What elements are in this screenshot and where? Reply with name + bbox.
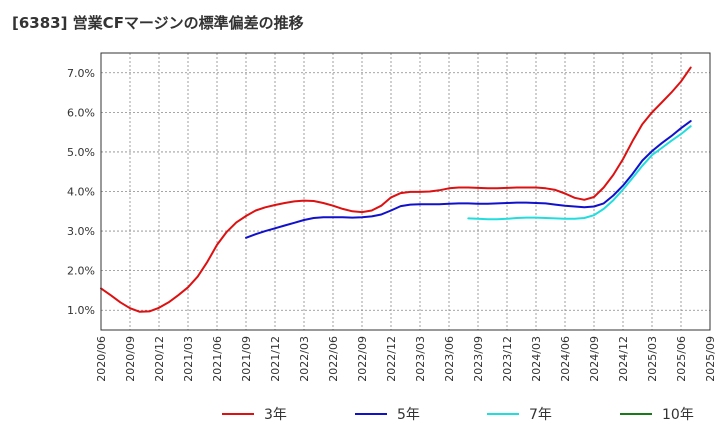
x-tick-label: 2023/06 bbox=[443, 336, 456, 382]
legend-label: 10年 bbox=[662, 407, 694, 423]
legend-item: 3年 bbox=[222, 402, 287, 426]
x-tick-label: 2023/03 bbox=[414, 336, 427, 382]
x-tick-label: 2022/12 bbox=[385, 336, 398, 382]
x-tick-label: 2021/09 bbox=[240, 336, 253, 382]
chart-title: [6383] 営業CFマージンの標準偏差の推移 bbox=[12, 14, 304, 32]
legend-swatch bbox=[222, 413, 254, 415]
x-tick-label: 2022/06 bbox=[327, 336, 340, 382]
x-tick-label: 2025/03 bbox=[646, 336, 659, 382]
x-tick-label: 2021/03 bbox=[182, 336, 195, 382]
legend-swatch bbox=[487, 413, 519, 415]
legend-label: 3年 bbox=[264, 407, 287, 423]
legend-swatch bbox=[620, 413, 652, 415]
y-tick-label: 1.0% bbox=[67, 304, 95, 317]
x-tick-label: 2022/09 bbox=[356, 336, 369, 382]
x-tick-label: 2020/06 bbox=[95, 336, 108, 382]
x-tick-label: 2021/06 bbox=[211, 336, 224, 382]
legend: 3年 5年 7年 10年 bbox=[0, 402, 720, 426]
y-tick-label: 2.0% bbox=[67, 265, 95, 278]
legend-swatch bbox=[355, 413, 387, 415]
x-tick-label: 2021/12 bbox=[269, 336, 282, 382]
series-line-5年 bbox=[245, 120, 692, 239]
y-tick-label: 3.0% bbox=[67, 225, 95, 238]
x-tick-label: 2020/12 bbox=[153, 336, 166, 382]
y-tick-label: 6.0% bbox=[67, 106, 95, 119]
legend-item: 10年 bbox=[620, 402, 694, 426]
x-tick-label: 2025/09 bbox=[704, 336, 717, 382]
series-line-7年 bbox=[467, 125, 692, 221]
plot-border bbox=[100, 52, 711, 331]
x-tick-label: 2023/09 bbox=[472, 336, 485, 382]
series-line-3年 bbox=[100, 66, 692, 313]
legend-label: 5年 bbox=[397, 407, 420, 423]
x-tick-label: 2024/09 bbox=[588, 336, 601, 382]
axis-layer: 2020/06 2020/09 2020/12 2021/03 2021/06 2021/… bbox=[67, 52, 717, 382]
x-tick-label: 2020/09 bbox=[124, 336, 137, 382]
legend-item: 7年 bbox=[487, 402, 552, 426]
x-tick-label: 2024/06 bbox=[559, 336, 572, 382]
y-tick-label: 5.0% bbox=[67, 146, 95, 159]
x-tick-label: 2024/12 bbox=[617, 336, 630, 382]
legend-label: 7年 bbox=[529, 407, 552, 423]
x-tick-label: 2022/03 bbox=[298, 336, 311, 382]
series-layer bbox=[100, 66, 692, 313]
x-tick-label: 2025/06 bbox=[675, 336, 688, 382]
y-tick-label: 4.0% bbox=[67, 186, 95, 199]
y-tick-label: 7.0% bbox=[67, 67, 95, 80]
legend-item: 5年 bbox=[355, 402, 420, 426]
x-tick-label: 2023/12 bbox=[501, 336, 514, 382]
x-tick-label: 2024/03 bbox=[530, 336, 543, 382]
